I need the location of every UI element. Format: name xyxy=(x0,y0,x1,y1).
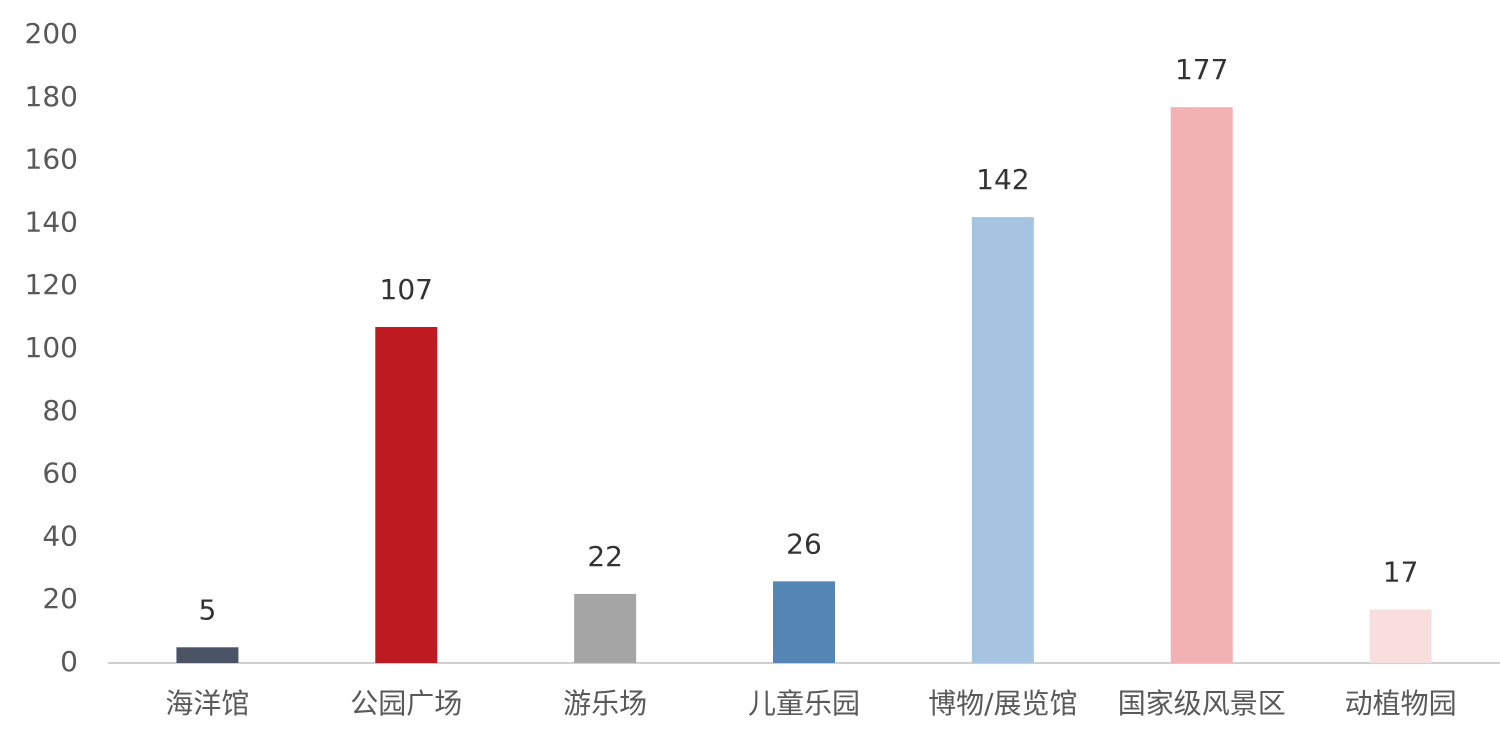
x-tick-label: 海洋馆 xyxy=(165,687,249,720)
x-tick-label: 动植物园 xyxy=(1345,687,1457,720)
bar xyxy=(574,593,637,663)
bar xyxy=(971,217,1034,663)
y-tick-label: 20 xyxy=(42,582,78,615)
data-label: 177 xyxy=(1175,53,1228,86)
y-tick-label: 100 xyxy=(25,331,78,364)
y-tick-label: 200 xyxy=(25,17,78,50)
bar xyxy=(1170,107,1233,664)
bar xyxy=(1369,609,1432,663)
data-label: 17 xyxy=(1383,556,1419,589)
x-tick-label: 游乐场 xyxy=(563,687,647,720)
x-tick-label: 博物/展览馆 xyxy=(928,687,1077,720)
y-tick-label: 80 xyxy=(42,394,78,427)
data-label: 5 xyxy=(199,593,217,626)
y-tick-label: 160 xyxy=(25,143,78,176)
y-tick-label: 40 xyxy=(42,519,78,552)
bar xyxy=(773,581,835,663)
data-label: 107 xyxy=(380,273,433,306)
x-tick-label: 国家级风景区 xyxy=(1118,687,1286,720)
data-label: 26 xyxy=(786,527,822,560)
y-tick-label: 120 xyxy=(25,268,78,301)
data-label: 22 xyxy=(587,540,623,573)
y-tick-label: 140 xyxy=(25,205,78,238)
x-tick-label: 儿童乐园 xyxy=(748,687,860,720)
y-tick-label: 60 xyxy=(42,457,78,490)
bar xyxy=(176,647,239,663)
y-tick-label: 0 xyxy=(60,645,78,678)
data-label: 142 xyxy=(976,163,1029,196)
x-tick-label: 公园广场 xyxy=(350,687,462,720)
y-tick-label: 180 xyxy=(25,80,78,113)
bar xyxy=(375,327,438,663)
